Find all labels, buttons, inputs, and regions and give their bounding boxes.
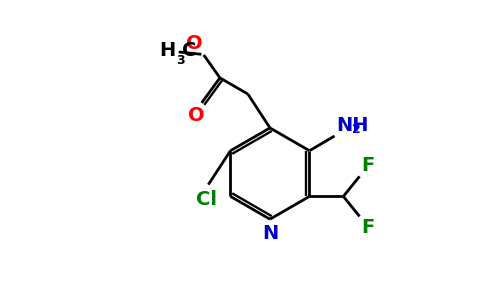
Text: 2: 2: [352, 123, 361, 136]
Text: O: O: [188, 106, 205, 125]
Text: H: H: [159, 41, 175, 60]
Text: F: F: [361, 218, 374, 237]
Text: NH: NH: [336, 116, 368, 134]
Text: C: C: [182, 41, 196, 60]
Text: Cl: Cl: [197, 190, 217, 209]
Text: N: N: [262, 224, 278, 244]
Text: O: O: [186, 34, 202, 53]
Text: 3: 3: [176, 54, 184, 67]
Text: F: F: [361, 156, 374, 175]
